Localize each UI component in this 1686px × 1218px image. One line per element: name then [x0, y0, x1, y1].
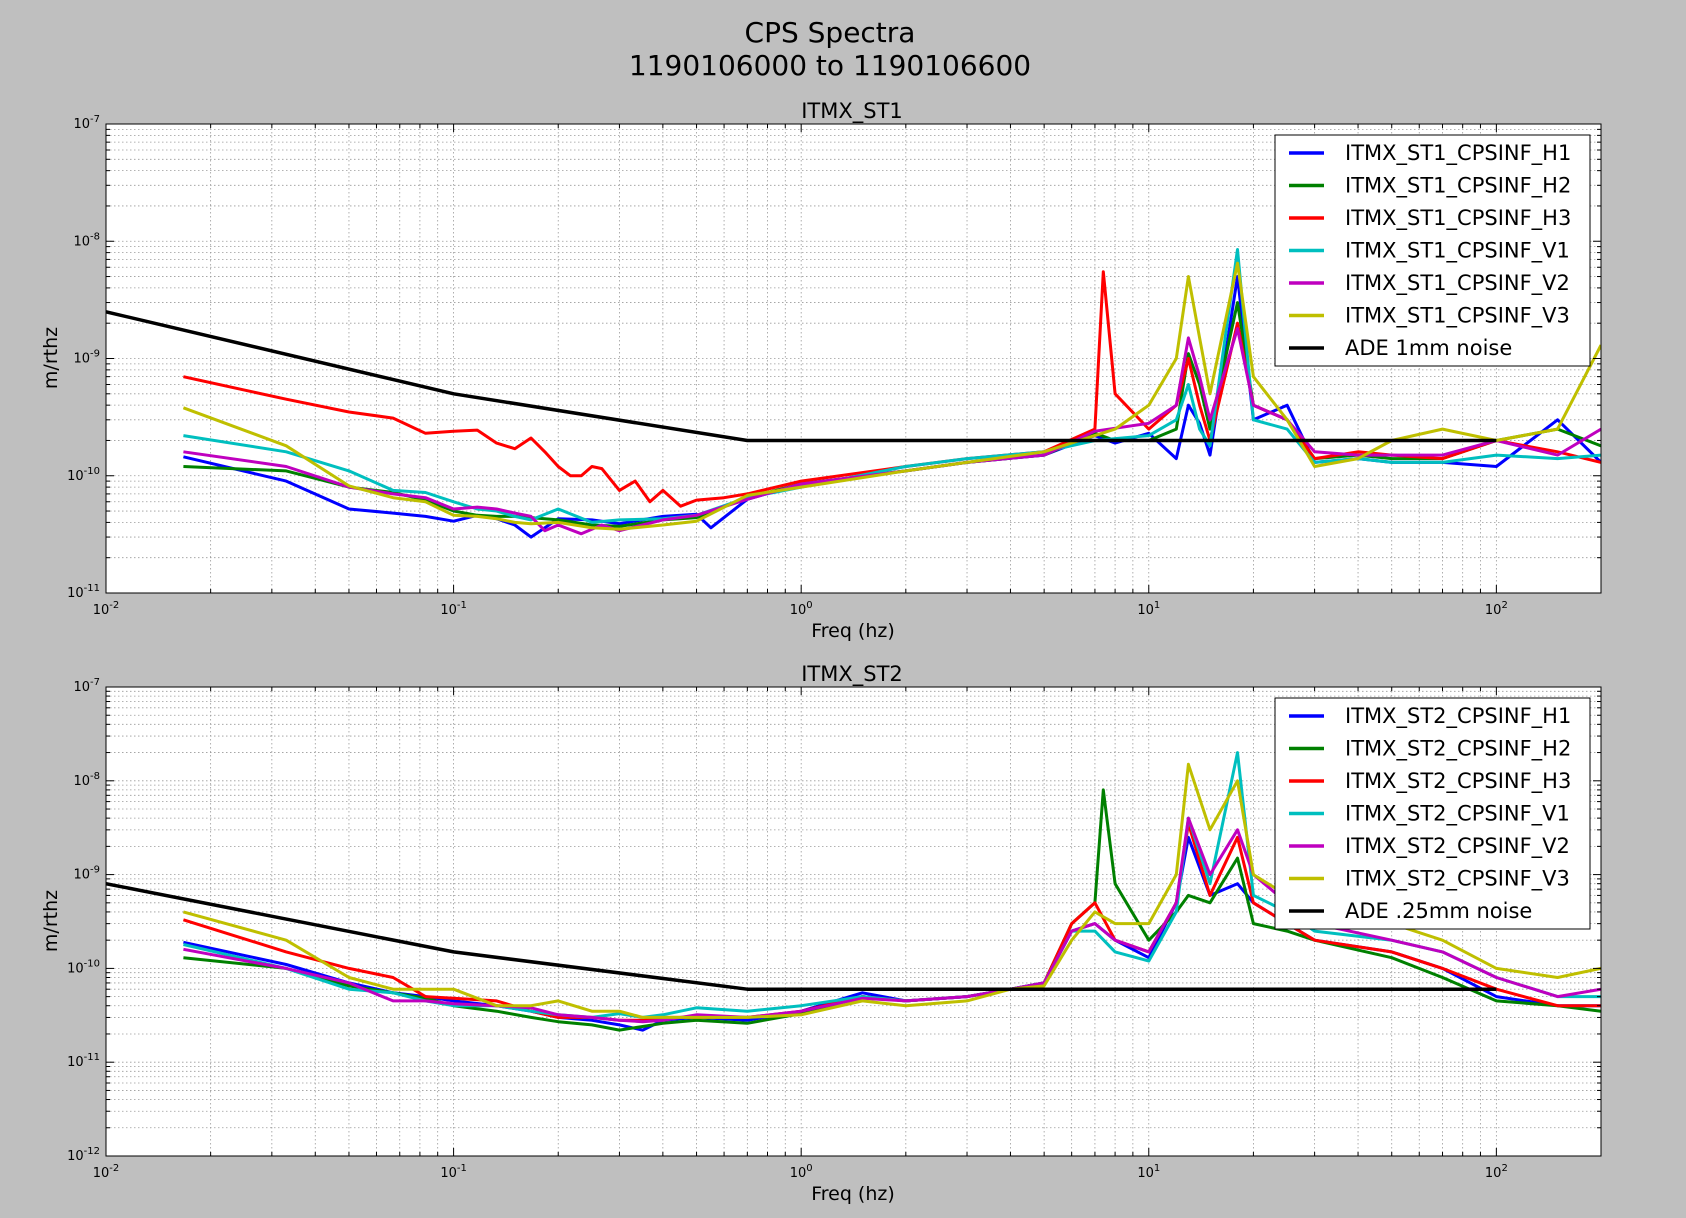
legend-entry: ADE 1mm noise: [1345, 336, 1512, 360]
y-tick-label: 10-12: [67, 1146, 100, 1164]
y-tick-label: 10-8: [73, 771, 100, 789]
y-tick-label: 10-11: [67, 583, 100, 601]
axes-title: ITMX_ST1: [801, 99, 903, 124]
legend-box: [1274, 134, 1591, 367]
x-tick-label: 100: [790, 1163, 813, 1181]
y-tick-label: 10-9: [73, 349, 100, 367]
x-tick-label: 10-2: [93, 600, 120, 618]
legend-entry: ITMX_ST1_CPSINF_H2: [1345, 174, 1571, 199]
y-axis-label: m/rthz: [40, 890, 62, 952]
y-tick-label: 10-10: [67, 958, 100, 976]
x-tick-label: 10-1: [440, 600, 467, 618]
plot-frame: [105, 686, 1602, 1157]
x-tick-label: 101: [1137, 1163, 1160, 1181]
legend-entry: ITMX_ST1_CPSINF_V1: [1345, 239, 1570, 264]
y-tick-label: 10-8: [73, 231, 100, 249]
x-tick-label: 102: [1485, 1163, 1508, 1181]
y-tick-label: 10-7: [73, 114, 100, 132]
legend: ITMX_ST1_CPSINF_H1 ITMX_ST1_CPSINF_H2 ITMX…: [1274, 134, 1591, 367]
axes-title: ITMX_ST2: [801, 662, 903, 687]
legend-entry: ITMX_ST1_CPSINF_H1: [1345, 141, 1571, 166]
figure-title-line1: CPS Spectra: [745, 16, 916, 49]
legend-entry: ITMX_ST1_CPSINF_V2: [1345, 271, 1570, 296]
legend-entry: ITMX_ST2_CPSINF_H3: [1345, 769, 1571, 794]
y-tick-label: 10-10: [67, 466, 100, 484]
x-tick-label: 100: [790, 600, 813, 618]
legend-box: [1274, 697, 1591, 930]
x-tick-label: 102: [1485, 600, 1508, 618]
x-tick-label: 10-2: [93, 1163, 120, 1181]
chart-panel-itmx-st1: ITMX_ST1 10-2 10-1 100 101 102 10-11 10-10 10-9…: [40, 99, 1602, 642]
y-axis-label: m/rthz: [40, 327, 62, 389]
figure-title-line2: 1190106000 to 1190106600: [629, 49, 1031, 82]
y-tick-label: 10-11: [67, 1052, 100, 1070]
series-line-ade-1mm-noise: [106, 310, 1497, 443]
y-tick-label: 10-9: [73, 865, 100, 883]
legend-entry: ITMX_ST1_CPSINF_V3: [1345, 304, 1570, 329]
axis-ticks: 10-2 10-1 100 101 102 10-12 10-11 10-10 10-9 10-8…: [67, 677, 1602, 1181]
legend-entry: ITMX_ST2_CPSINF_H2: [1345, 737, 1571, 762]
y-tick-label: 10-7: [73, 677, 100, 695]
chart-panel-itmx-st2: ITMX_ST2 10-2 10-1 100 101 102 10-12 10-11 10-1…: [40, 662, 1602, 1205]
x-axis-label: Freq (hz): [811, 1183, 895, 1205]
grid-lines: [105, 686, 1602, 1157]
series-line-itmx-st1-cpsinf-v3: [182, 261, 1601, 531]
axis-ticks: 10-2 10-1 100 101 102 10-11 10-10 10-9 10-8 10-7: [67, 114, 1602, 618]
x-axis-label: Freq (hz): [811, 620, 895, 642]
legend: ITMX_ST2_CPSINF_H1 ITMX_ST2_CPSINF_H2 ITMX…: [1274, 697, 1591, 930]
legend-entry: ADE .25mm noise: [1345, 899, 1532, 923]
series-lines: [106, 248, 1601, 539]
series-line-ade-25mm-noise: [106, 881, 1497, 991]
legend-entry: ITMX_ST2_CPSINF_V2: [1345, 834, 1570, 859]
x-tick-label: 101: [1137, 600, 1160, 618]
legend-entry: ITMX_ST2_CPSINF_V3: [1345, 867, 1570, 892]
legend-entry: ITMX_ST2_CPSINF_V1: [1345, 802, 1570, 827]
legend-entry: ITMX_ST1_CPSINF_H3: [1345, 206, 1571, 231]
x-tick-label: 10-1: [440, 1163, 467, 1181]
legend-entry: ITMX_ST2_CPSINF_H1: [1345, 704, 1571, 729]
series-line-itmx-st1-cpsinf-v2: [183, 327, 1601, 536]
